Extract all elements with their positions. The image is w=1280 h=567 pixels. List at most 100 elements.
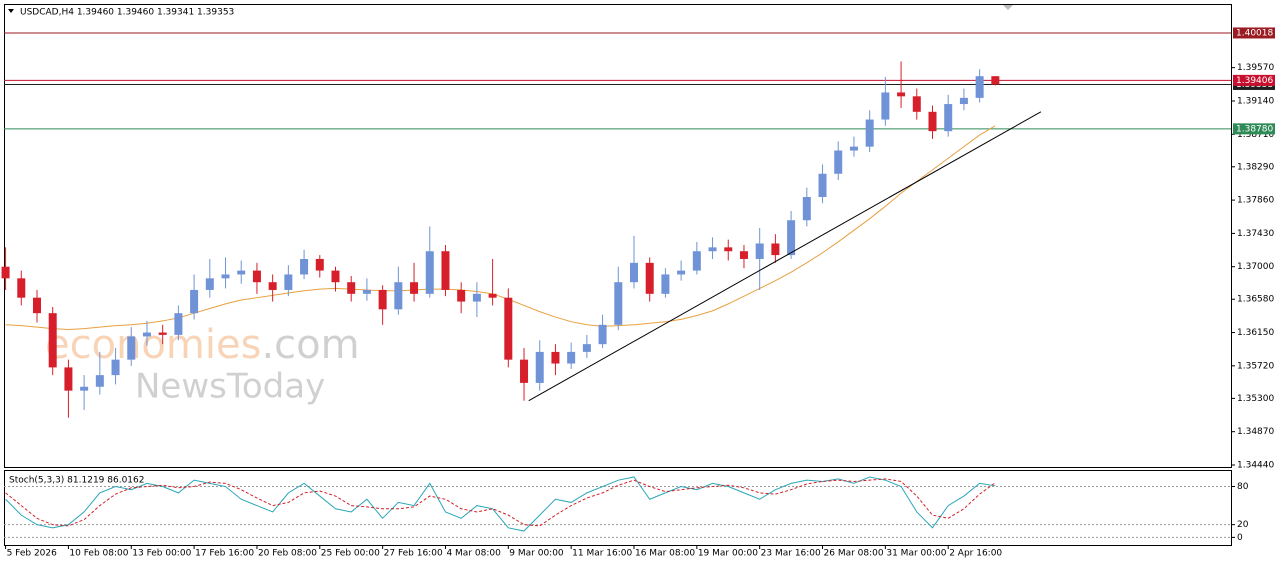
indicator-title: Stoch(5,3,3) 81.1219 86.0162 [9,476,144,486]
y-tick-label: 0 [1237,533,1243,543]
y-tick-label: 20 [1237,520,1249,530]
y-tick-label: 1.36580 [1237,295,1274,305]
candle-body [582,344,591,352]
candle-body [252,270,261,283]
x-tick-label: 26 Mar 08:00 [824,549,884,559]
candle-body [331,270,340,283]
candle-body [205,278,214,290]
y-tick-label: 1.39140 [1237,96,1274,106]
watermark: economies.com NewsToday [45,322,360,407]
watermark-text: economies [45,322,261,368]
watermark-text: economies.com [45,322,360,368]
candle-body [677,270,686,275]
y-tick-label: 1.37860 [1237,196,1274,206]
candle-body [142,332,151,337]
y-tick-label: 1.38290 [1237,162,1274,172]
candle-body [661,274,670,294]
x-tick-label: 11 Mar 16:00 [572,549,632,559]
y-tick-label: 1.35300 [1237,394,1274,404]
candle-body [881,92,890,120]
candle-body [598,324,607,345]
stoch-signal [5,478,996,527]
menu-arrow[interactable] [8,9,14,13]
candle-body [190,289,199,314]
moving-average [5,125,996,330]
trendline [528,111,1042,402]
candle-body [724,247,733,252]
candle-body [849,146,858,151]
y-tick-label: 1.37000 [1237,262,1274,272]
x-tick-label: 19 Mar 00:00 [698,549,758,559]
candle-body [300,258,309,275]
y-tick-label: 1.39570 [1237,63,1274,73]
stoch-main [5,476,996,532]
candle-body [127,336,136,360]
candle-body [975,76,984,98]
candle-body [347,282,356,294]
candle-body [708,247,717,252]
candle-body [629,262,638,283]
candle-body [771,243,780,256]
candle-body [692,251,701,271]
candle-body [472,293,481,302]
y-tick-label: 1.35720 [1237,361,1274,371]
candle-body [158,332,167,335]
stoch-panel [4,470,1232,546]
x-tick-label: 10 Feb 08:00 [69,549,128,559]
candle-body [959,97,968,105]
candle-body [268,282,277,290]
candle-body [425,251,434,294]
x-tick-label: 5 Feb 2026 [7,549,58,559]
candle-body [48,313,57,368]
y-tick-label: 80 [1237,482,1249,492]
candle-body [520,359,529,383]
candle-body [284,274,293,290]
price-label-box [1233,27,1275,39]
shift-marker [1003,5,1013,10]
candle-body [991,76,1000,85]
candle-body [221,274,230,279]
candle-body [755,243,764,259]
x-tick-label: 20 Feb 08:00 [258,549,317,559]
candle-body [818,173,827,198]
price-label-box [1233,74,1275,86]
x-tick-label: 9 Mar 00:00 [509,549,564,559]
candle-body [897,92,906,97]
candle-body [394,282,403,310]
candle-body [80,386,89,391]
candle-body [174,313,183,335]
candle-body [410,282,419,294]
watermark-text: NewsToday [135,367,325,407]
x-tick-label: 13 Feb 00:00 [132,549,191,559]
x-tick-label: 16 Mar 08:00 [635,549,695,559]
candle-body [787,220,796,256]
candle-body [614,282,623,325]
candle-body [834,150,843,174]
y-tick-label: 1.36150 [1237,328,1274,338]
watermark-text: .com [261,322,359,368]
candle-body [237,270,246,275]
candle-body [315,258,324,271]
chart-title: USDCAD,H4 1.39460 1.39460 1.39341 1.3935… [20,8,234,18]
x-tick-label: 27 Feb 16:00 [384,549,443,559]
main-panel [4,4,1232,468]
candle-body [944,104,953,132]
candle-body [457,289,466,302]
price-label: 1.39406 [1236,76,1273,86]
candle-body [1,266,10,279]
price-label-box [1233,123,1275,135]
candle-body [504,297,513,360]
x-tick-label: 23 Mar 16:00 [761,549,821,559]
price-label: 1.40018 [1236,28,1273,38]
y-tick-label: 1.34440 [1237,460,1274,470]
candle-body [802,197,811,221]
candle-body [535,351,544,383]
x-tick-label: 31 Mar 00:00 [886,549,946,559]
candle-body [488,293,497,298]
x-tick-label: 2 Apr 16:00 [949,549,1002,559]
candle-body [362,289,371,294]
candle-body [912,96,921,112]
candle-body [928,111,937,132]
y-tick-label: 1.37430 [1237,229,1274,239]
